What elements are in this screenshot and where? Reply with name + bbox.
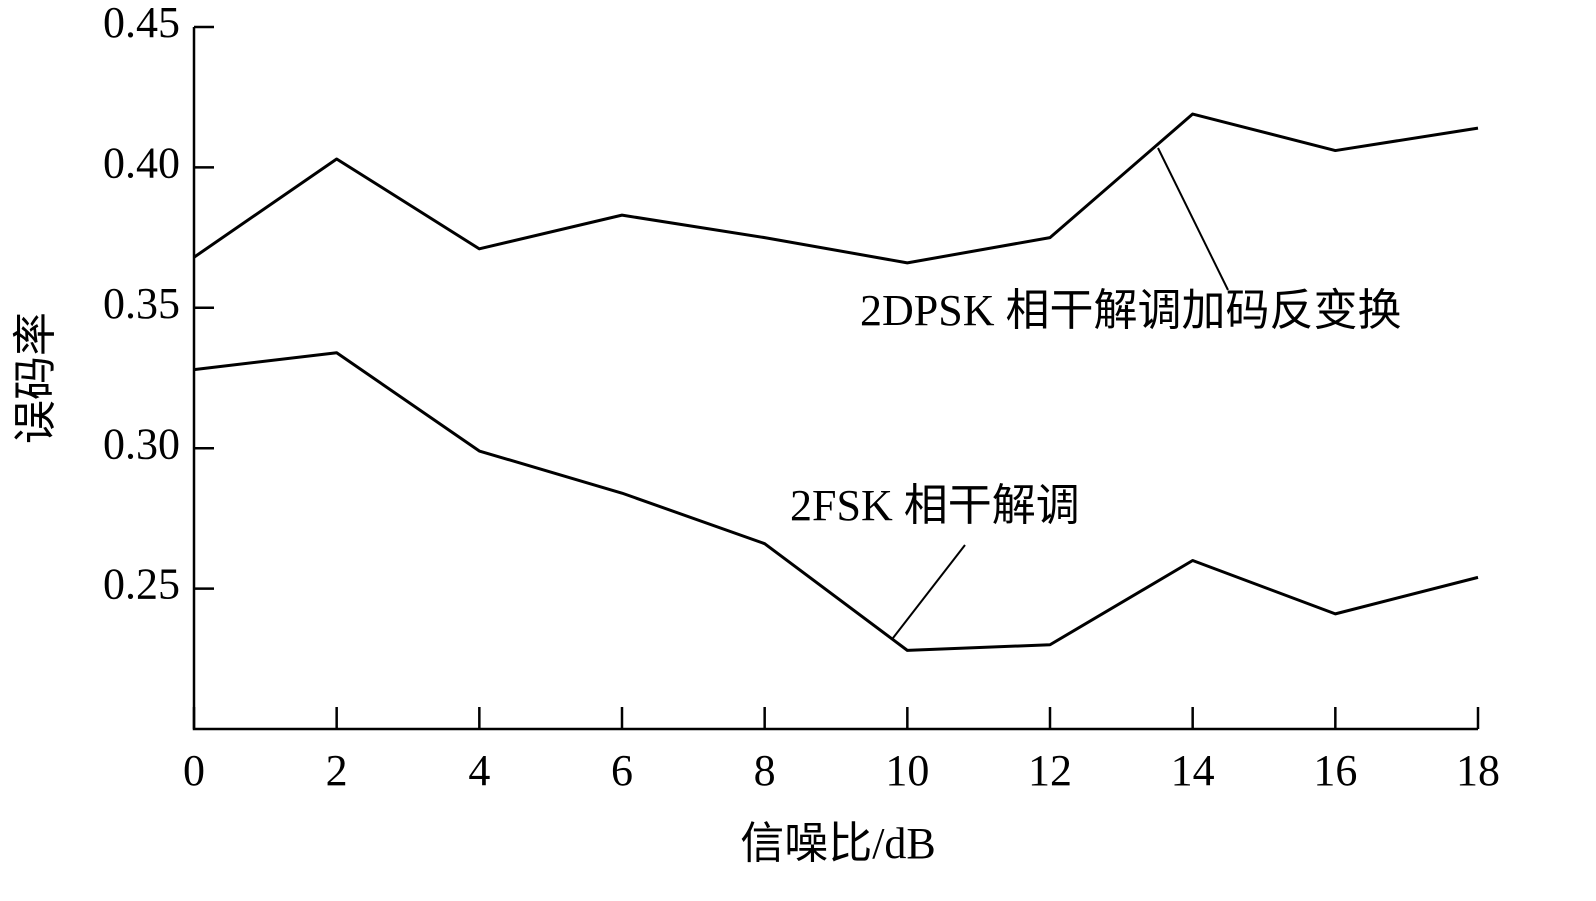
x-tick-label: 6 [611,746,633,795]
y-tick-label: 0.25 [103,560,180,609]
leader-line [1157,147,1229,291]
x-tick-label: 12 [1028,746,1072,795]
axes [192,27,1478,731]
x-axis-label: 信噪比/dB [740,819,936,868]
x-tick-label: 10 [885,746,929,795]
y-tick-label: 0.35 [103,279,180,328]
y-axis-label: 误码率 [11,312,60,444]
y-tick-label: 0.40 [103,138,180,187]
series-line [193,112,1479,265]
x-tick-label: 18 [1456,746,1500,795]
x-tick-label: 14 [1171,746,1215,795]
series-line [193,351,1479,652]
leader-line [892,544,966,639]
y-tick-label: 0.30 [103,419,180,468]
x-tick-label: 0 [183,746,205,795]
x-tick-label: 8 [754,746,776,795]
x-tick-label: 16 [1313,746,1357,795]
x-tick-label: 2 [326,746,348,795]
x-tick-label: 4 [468,746,490,795]
series-annotation: 2DPSK 相干解调加码反变换 [860,286,1402,335]
series-annotation: 2FSK 相干解调 [790,481,1080,530]
y-tick-label: 0.45 [103,0,180,47]
